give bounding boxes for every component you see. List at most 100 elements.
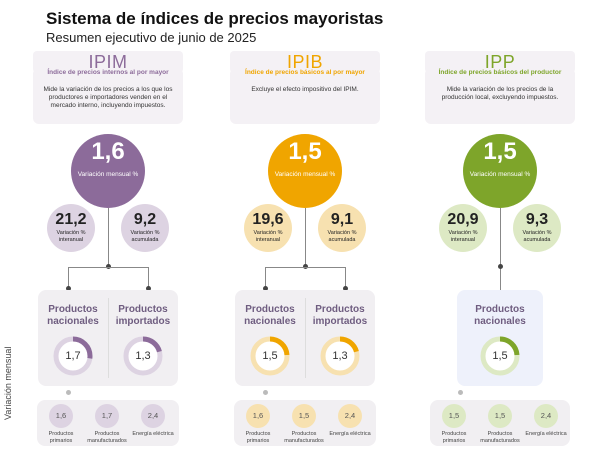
ipim-accum-value: 9,2 xyxy=(133,211,157,228)
ipib-breakdown-circle-3: 2,4 xyxy=(338,404,362,428)
ipp-product-value-1: 1,5 xyxy=(492,350,508,362)
ipp-breakdown-circle-1: 1,5 xyxy=(442,404,466,428)
ipp-yoy-label: Variación % interanual xyxy=(448,230,478,243)
ipp-monthly-circle: 1,5 Variación mensual % xyxy=(463,134,537,208)
ipib-accum-value: 9,1 xyxy=(330,211,354,228)
ipp-breakdown-label-1: Productos primarios xyxy=(441,431,467,444)
ipib-products-divider xyxy=(305,298,306,378)
ipib-description-box: Índice de precios básicos al por mayor Ex… xyxy=(230,68,380,124)
ipp-yoy-circle: 20,9 Variación % interanual xyxy=(439,204,487,252)
ipib-product-value-2: 1,3 xyxy=(332,350,348,362)
ipim-yoy-value: 21,2 xyxy=(55,211,87,228)
ipp-connector-vertical xyxy=(500,208,501,293)
ipp-product-ring-1 xyxy=(478,334,522,378)
ipim-monthly-circle: 1,6 Variación mensual % xyxy=(71,134,145,208)
ipib-product-label-1: Productos nacionales xyxy=(244,304,296,327)
ipib-monthly-value: 1,5 xyxy=(288,138,322,165)
ipim-breakdown-circle-2: 1,7 xyxy=(95,404,119,428)
ipib-connector-drop-1 xyxy=(265,267,266,289)
ipib-yoy-circle: 19,6 Variación % interanual xyxy=(244,204,292,252)
ipim-description-box: Índice de precios internos al por mayor M… xyxy=(33,68,183,124)
ipp-accum-value: 9,3 xyxy=(525,211,549,228)
ipim-product-label-2: Productos importados xyxy=(115,304,171,327)
ipp-product-label-1: Productos nacionales xyxy=(474,304,526,327)
page-subtitle: Resumen ejecutivo de junio de 2025 xyxy=(46,30,257,45)
ipim-products-divider xyxy=(108,298,109,378)
ipib-product-ring-1 xyxy=(248,334,292,378)
ipp-connector-dot xyxy=(498,264,503,269)
ipp-monthly-label: Variación mensual % xyxy=(469,171,531,178)
ipib-breakdown-circle-1: 1,6 xyxy=(246,404,270,428)
ipim-name: IPIM xyxy=(33,51,183,73)
ipim-connector-end-1 xyxy=(66,286,71,291)
ipim-breakdown-circle-3: 2,4 xyxy=(141,404,165,428)
ipp-accum-label: Variación % acumulada xyxy=(522,230,552,243)
ipim-breakdown-label-2: Productos manufacturados xyxy=(87,431,127,444)
ipib-breakdown-panel: 1,6 Productos primarios 1,5 Productos manuf… xyxy=(234,400,376,446)
ring-progress xyxy=(480,336,520,376)
ipib-breakdown-dot xyxy=(263,390,268,395)
ipp-breakdown-label-3: Energía eléctrica xyxy=(525,431,567,437)
ring-progress xyxy=(123,336,163,376)
ipib-breakdown-label-1: Productos primarios xyxy=(245,431,271,444)
ipib-breakdown-circle-2: 1,5 xyxy=(292,404,316,428)
ring-progress xyxy=(250,336,290,376)
ipib-yoy-value: 19,6 xyxy=(252,211,284,228)
ipib-monthly-circle: 1,5 Variación mensual % xyxy=(268,134,342,208)
ipp-breakdown-circle-2: 1,5 xyxy=(488,404,512,428)
ipp-yoy-value: 20,9 xyxy=(447,211,479,228)
ipib-connector-end-2 xyxy=(343,286,348,291)
ipib-product-value-1: 1,5 xyxy=(262,350,278,362)
ipim-breakdown-circle-1: 1,6 xyxy=(49,404,73,428)
ipib-connector-horizontal xyxy=(265,267,345,268)
ipp-products-panel: Productos nacionales 1,5 xyxy=(457,290,543,386)
ipim-yoy-label: Variación % interanual xyxy=(56,230,86,243)
ring-progress xyxy=(53,336,93,376)
ipib-name: IPIB xyxy=(230,51,380,73)
ipim-connector-vertical xyxy=(108,208,109,268)
page-title: Sistema de índices de precios mayoristas xyxy=(46,9,384,28)
ipim-product-value-1: 1,7 xyxy=(65,350,81,362)
ipib-breakdown-label-3: Energía eléctrica xyxy=(329,431,371,437)
ipim-product-ring-1 xyxy=(51,334,95,378)
ipim-breakdown-dot xyxy=(66,390,71,395)
ipib-connector-vertical xyxy=(305,208,306,268)
ipim-products-panel: Productos nacionales 1,7 Productos importa… xyxy=(38,290,178,386)
ipib-breakdown-label-2: Productos manufacturados xyxy=(284,431,324,444)
ipib-connector-end-1 xyxy=(263,286,268,291)
ipim-monthly-value: 1,6 xyxy=(91,138,125,165)
ipim-product-value-2: 1,3 xyxy=(135,350,151,362)
ipp-accum-circle: 9,3 Variación % acumulada xyxy=(513,204,561,252)
ipim-breakdown-label-1: Productos primarios xyxy=(48,431,74,444)
ipp-breakdown-panel: 1,5 Productos primarios 1,5 Productos manuf… xyxy=(430,400,570,446)
ipp-breakdown-circle-3: 2,4 xyxy=(534,404,558,428)
ipim-full-name: Índice de precios internos al por mayor xyxy=(47,69,169,76)
ipib-products-panel: Productos nacionales 1,5 Productos importa… xyxy=(235,290,375,386)
ipim-connector-horizontal xyxy=(68,267,148,268)
ipim-connector-end-2 xyxy=(146,286,151,291)
ipib-full-name: Índice de precios básicos al por mayor xyxy=(245,69,365,76)
ipim-accum-circle: 9,2 Variación % acumulada xyxy=(121,204,169,252)
ipim-breakdown-label-3: Energía eléctrica xyxy=(132,431,174,437)
ipim-breakdown-panel: 1,6 Productos primarios 1,7 Productos manuf… xyxy=(37,400,179,446)
ipp-full-name: Índice de precios básicos del productor xyxy=(438,69,562,76)
ipp-monthly-value: 1,5 xyxy=(483,138,517,165)
ipib-product-ring-2 xyxy=(318,334,362,378)
ipib-product-label-2: Productos importados xyxy=(312,304,368,327)
ipp-breakdown-dot xyxy=(458,390,463,395)
ipib-connector-drop-2 xyxy=(345,267,346,289)
ipim-connector-drop-1 xyxy=(68,267,69,289)
axis-label-variacion-mensual: Variación mensual xyxy=(3,346,13,420)
ipim-yoy-circle: 21,2 Variación % interanual xyxy=(47,204,95,252)
ipim-monthly-label: Variación mensual % xyxy=(77,171,139,178)
ipp-name: IPP xyxy=(425,51,575,73)
ipim-product-label-1: Productos nacionales xyxy=(47,304,99,327)
ring-progress xyxy=(320,336,360,376)
ipib-monthly-label: Variación mensual % xyxy=(274,171,336,178)
ipim-product-ring-2 xyxy=(121,334,165,378)
ipp-description: Mide la variación de los precios de la p… xyxy=(441,86,559,101)
ipib-connector-dot xyxy=(303,264,308,269)
ipim-connector-drop-2 xyxy=(148,267,149,289)
ipp-description-box: Índice de precios básicos del productor M… xyxy=(425,68,575,124)
ipim-description: Mide la variación de los precios a los q… xyxy=(43,86,173,109)
